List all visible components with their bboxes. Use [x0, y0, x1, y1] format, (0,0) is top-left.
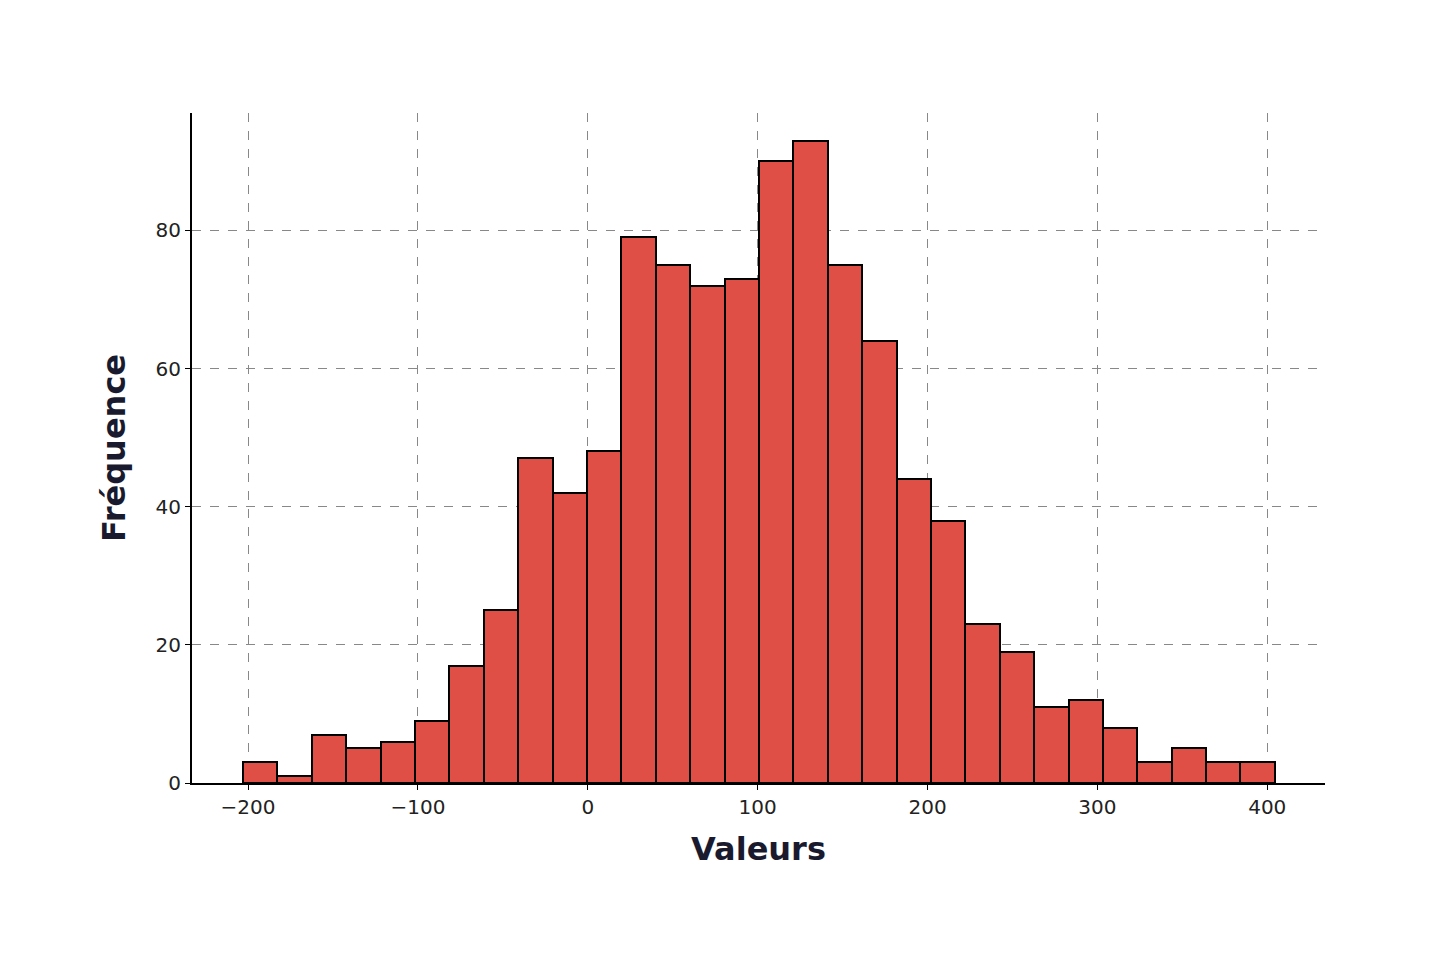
svg-text:60: 60 [156, 357, 181, 381]
svg-text:80: 80 [156, 218, 181, 242]
svg-text:−200: −200 [221, 795, 276, 819]
svg-text:0: 0 [581, 795, 594, 819]
svg-text:−100: −100 [390, 795, 445, 819]
svg-text:Valeurs: Valeurs [691, 830, 826, 868]
svg-text:400: 400 [1248, 795, 1286, 819]
svg-text:0: 0 [168, 771, 181, 795]
svg-text:Fréquence: Fréquence [95, 354, 133, 542]
svg-text:200: 200 [908, 795, 946, 819]
svg-text:100: 100 [739, 795, 777, 819]
svg-text:20: 20 [156, 633, 181, 657]
svg-text:300: 300 [1078, 795, 1116, 819]
svg-text:40: 40 [156, 495, 181, 519]
